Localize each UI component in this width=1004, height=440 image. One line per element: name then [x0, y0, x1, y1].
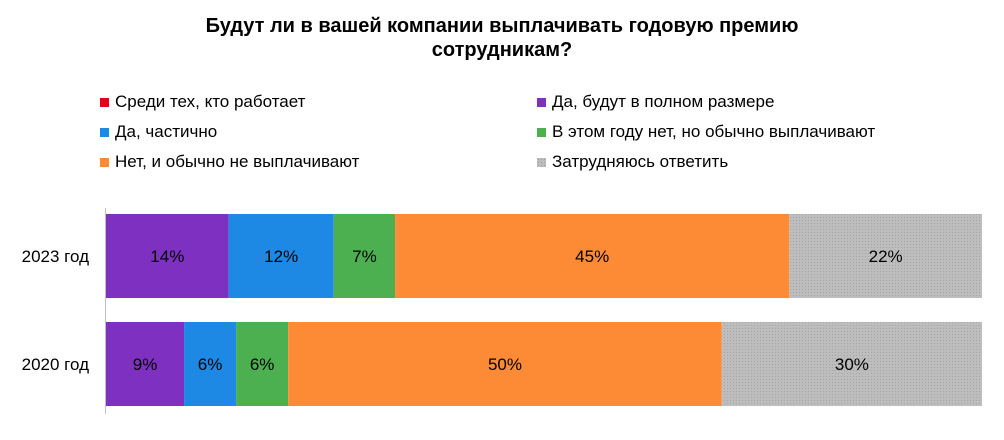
legend-swatch-red — [100, 97, 109, 107]
chart-title-line-2: сотрудникам? — [431, 39, 573, 61]
data-label-2020-год-s4: 30% — [835, 355, 869, 374]
bar-segment-2023-год-s3 — [395, 214, 790, 298]
data-label-2023-год-s0: 14% — [150, 247, 184, 266]
legend-item-not-this-year: В этом году нет, но обычно выплачивают — [537, 122, 875, 142]
legend-label: Нет, и обычно не выплачивают — [115, 152, 360, 171]
data-label-2023-год-s2: 7% — [352, 247, 377, 266]
legend-item-unsure: Затрудняюсь ответить — [537, 152, 728, 172]
category-label-2020-год: 2020 год — [22, 355, 89, 374]
category-label-2023-год: 2023 год — [22, 247, 89, 266]
legend-item-no: Нет, и обычно не выплачивают — [100, 152, 359, 172]
legend-label: Да, будут в полном размере — [552, 92, 775, 111]
legend-label: Да, частично — [115, 122, 218, 141]
legend-label: В этом году нет, но обычно выплачивают — [552, 122, 876, 141]
bar-segment-2020-год-s2 — [236, 322, 289, 406]
legend-swatch-blue — [100, 127, 109, 137]
chart-title-line-1: Будут ли в вашей компании выплачивать го… — [205, 15, 799, 37]
legend-label: Среди тех, кто работает — [115, 92, 306, 111]
data-label-2020-год-s3: 50% — [488, 355, 522, 374]
bar-segment-2020-год-s1 — [184, 322, 237, 406]
legend-label: Затрудняюсь ответить — [552, 152, 729, 171]
bar-segment-2020-год-s4 — [721, 322, 982, 406]
bar-segment-2023-год-s0 — [106, 214, 229, 298]
bar-segment-2020-год-s0 — [106, 322, 185, 406]
bar-segment-2023-год-s4 — [789, 214, 982, 298]
legend-swatch-purple — [537, 97, 546, 107]
data-label-2020-год-s0: 9% — [133, 355, 158, 374]
chart-title: Будут ли в вашей компании выплачивать го… — [0, 14, 1004, 62]
data-label-2023-год-s3: 45% — [575, 247, 609, 266]
legend-item-partial: Да, частично — [100, 122, 217, 142]
data-label-2020-год-s1: 6% — [198, 355, 223, 374]
legend-swatch-grey — [537, 157, 546, 167]
bar-segment-2020-год-s3 — [288, 322, 722, 406]
data-label-2020-год-s2: 6% — [250, 355, 275, 374]
legend-swatch-green — [537, 127, 546, 137]
data-label-2023-год-s1: 12% — [264, 247, 298, 266]
legend-item-among-working: Среди тех, кто работает — [100, 92, 305, 112]
legend-swatch-orange — [100, 157, 109, 167]
legend-item-full: Да, будут в полном размере — [537, 92, 774, 112]
bar-segment-2023-год-s1 — [228, 214, 334, 298]
bar-segment-2023-год-s2 — [333, 214, 396, 298]
data-label-2023-год-s4: 22% — [869, 247, 903, 266]
